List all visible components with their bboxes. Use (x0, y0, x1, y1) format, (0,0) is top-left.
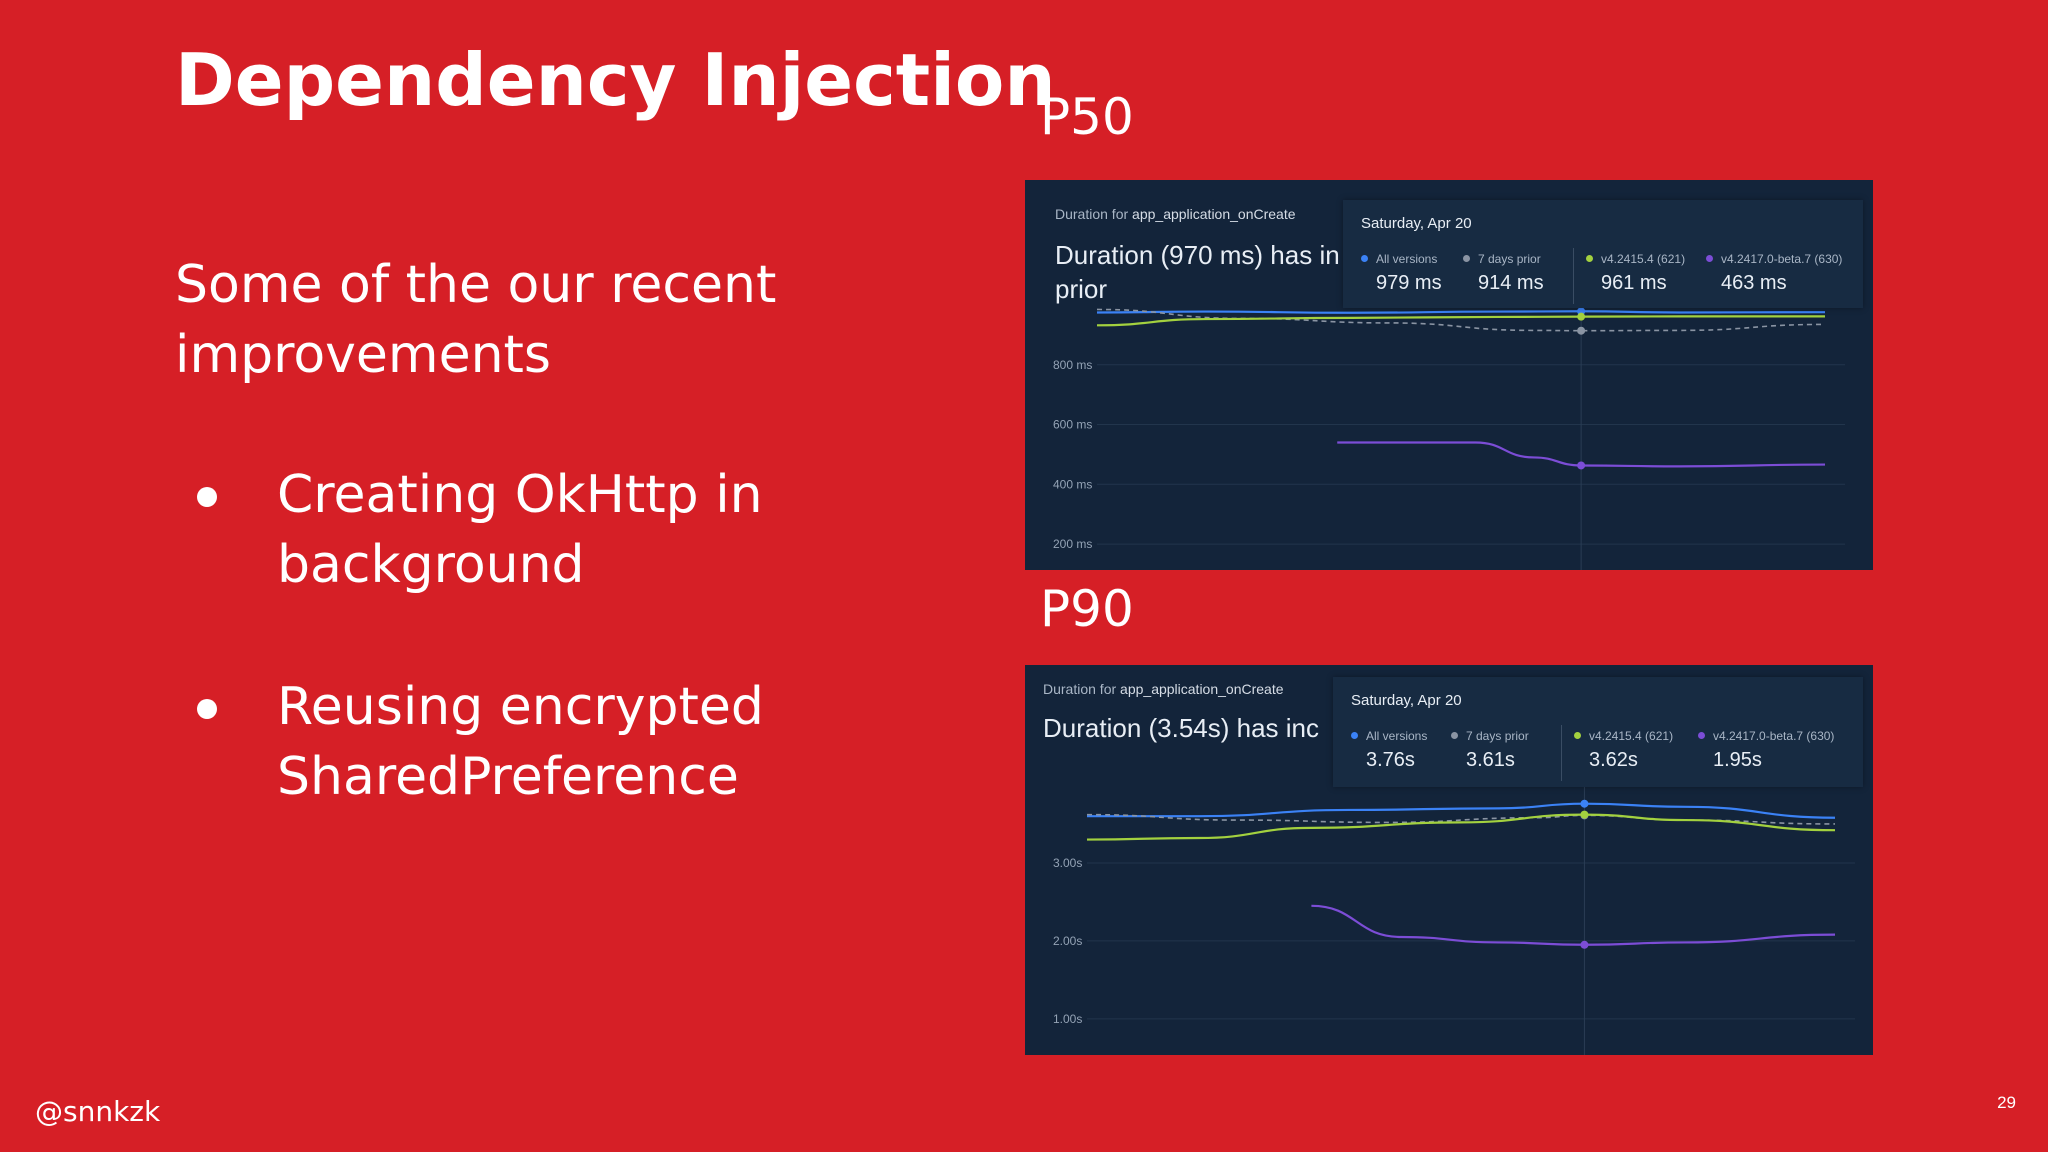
panel-label-p90: P90 (1040, 580, 1134, 638)
chart-subtitle: Duration for app_application_onCreate (1043, 681, 1284, 697)
series-line-all-versions (1096, 310, 1826, 314)
legend-dot-icon (1706, 255, 1713, 262)
tooltip-divider (1573, 248, 1574, 304)
legend-dot-icon (1463, 255, 1470, 262)
highlight-point (1577, 312, 1586, 321)
legend-v4-2415-4: v4.2415.4 (621) 3.62s (1574, 729, 1673, 772)
y-tick-label: 200 ms (1053, 537, 1092, 551)
series-line-v4-2415-4 (1086, 813, 1836, 841)
tooltip-divider (1561, 725, 1562, 781)
y-tick-label: 3.00s (1053, 856, 1082, 870)
chart-headline: Duration (3.54s) has inc (1043, 713, 1320, 743)
series-line-seven-days-prior (1086, 813, 1836, 825)
chart-card-p90: Duration for app_application_onCreate Du… (1025, 665, 1873, 1055)
legend-v4-2417-0-beta: v4.2417.0-beta.7 (630) 1.95s (1698, 729, 1834, 772)
line-chart-p50[interactable]: 800 ms 600 ms 400 ms 200 ms (1025, 180, 1873, 570)
chart-card-p50: Duration for app_application_onCreate Du… (1025, 180, 1873, 570)
legend-7-days-prior: 7 days prior 3.61s (1451, 729, 1529, 772)
y-tick-label: 1.00s (1053, 1012, 1082, 1026)
y-tick-label: 2.00s (1053, 934, 1082, 948)
highlight-point (1577, 326, 1586, 335)
legend-v4-2417-0-beta: v4.2417.0-beta.7 (630) 463 ms (1706, 252, 1842, 295)
series-line-v4-2417-0-beta (1337, 441, 1826, 468)
legend-dot-icon (1586, 255, 1593, 262)
bullet-item: Reusing encrypted SharedPreference (195, 672, 915, 812)
legend-7-days-prior: 7 days prior 914 ms (1463, 252, 1544, 295)
legend-dot-icon (1574, 732, 1581, 739)
chart-tooltip: Saturday, Apr 20 All versions 3.76s 7 da… (1333, 677, 1863, 787)
series-line-all-versions (1087, 802, 1836, 819)
chart-subtitle: Duration for app_application_onCreate (1055, 206, 1296, 222)
y-tick-label: 400 ms (1053, 477, 1092, 491)
series-line-seven-days-prior (1096, 308, 1826, 332)
bullet-item: Creating OkHttp in background (195, 460, 915, 600)
highlight-point (1580, 810, 1589, 819)
y-tick-label: 800 ms (1053, 358, 1092, 372)
tooltip-date: Saturday, Apr 20 (1351, 692, 1462, 709)
series-line-v4-2415-4 (1096, 315, 1825, 327)
bullet-text: Creating OkHttp in background (277, 465, 763, 595)
author-handle: @snnkzk (35, 1095, 161, 1128)
bullet-text: Reusing encrypted SharedPreference (277, 677, 764, 807)
series-line-v4-2417-0-beta (1311, 904, 1836, 946)
chart-headline: Duration (970 ms) has in prior (1055, 240, 1340, 304)
bullet-list: Creating OkHttp in background Reusing en… (195, 460, 915, 884)
panel-label-p50: P50 (1040, 88, 1134, 146)
page-number: 29 (1997, 1093, 2016, 1112)
highlight-point (1580, 799, 1589, 808)
legend-dot-icon (1361, 255, 1368, 262)
bullet-dot-icon (197, 699, 217, 719)
highlight-point (1580, 940, 1589, 949)
highlight-point (1577, 461, 1586, 470)
legend-all-versions: All versions 3.76s (1351, 729, 1427, 772)
legend-v4-2415-4: v4.2415.4 (621) 961 ms (1586, 252, 1685, 295)
line-chart-p90[interactable]: 3.00s 2.00s 1.00s (1025, 665, 1873, 1055)
slide-title: Dependency Injection (175, 38, 1056, 122)
legend-dot-icon (1351, 732, 1358, 739)
legend-dot-icon (1698, 732, 1705, 739)
y-tick-label: 600 ms (1053, 418, 1092, 432)
legend-dot-icon (1451, 732, 1458, 739)
tooltip-date: Saturday, Apr 20 (1361, 215, 1472, 232)
bullet-dot-icon (197, 487, 217, 507)
chart-tooltip: Saturday, Apr 20 All versions 979 ms 7 d… (1343, 200, 1863, 308)
intro-text: Some of the our recent improvements (175, 255, 777, 385)
legend-all-versions: All versions 979 ms (1361, 252, 1442, 295)
